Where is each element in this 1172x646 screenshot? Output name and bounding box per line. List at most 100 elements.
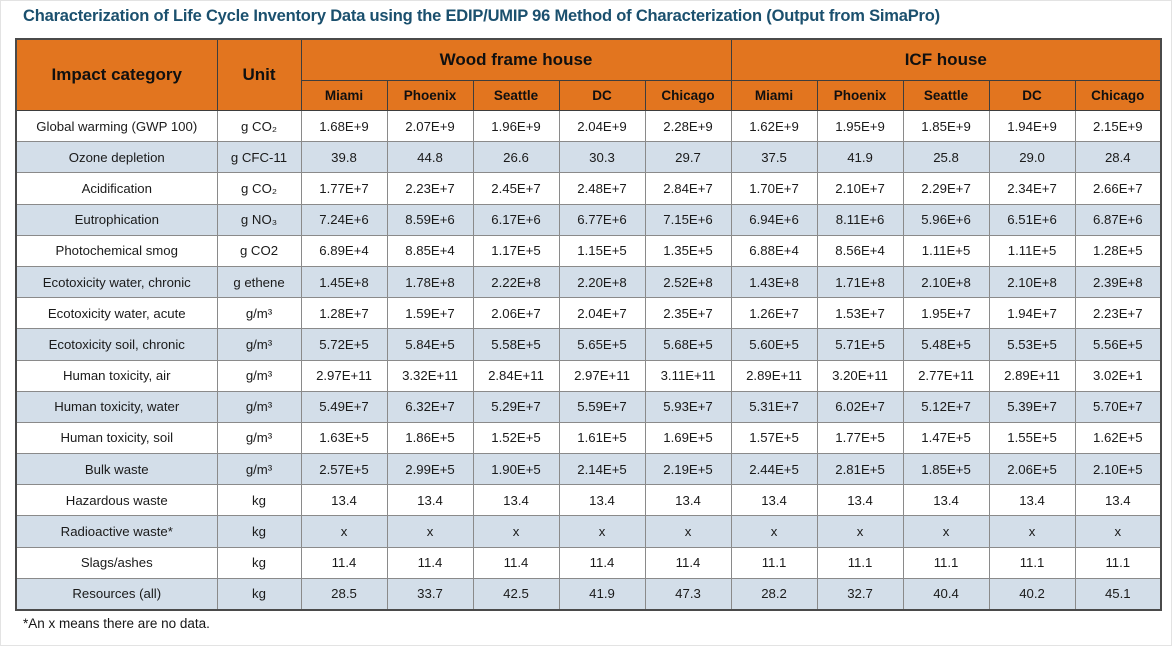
unit-cell: g/m³ xyxy=(216,297,302,330)
value-cell-wood: 5.29E+7 xyxy=(472,390,560,423)
value-cell-icf: 1.85E+9 xyxy=(902,109,990,143)
value-cell-wood: 2.07E+9 xyxy=(386,109,474,143)
value-cell-icf: 2.89E+11 xyxy=(988,359,1076,392)
impact-category-cell: Eutrophication xyxy=(15,203,218,236)
impact-category-cell: Global warming (GWP 100) xyxy=(15,109,218,143)
value-cell-icf: 5.56E+5 xyxy=(1074,328,1162,361)
value-cell-wood: 1.90E+5 xyxy=(472,453,560,486)
unit-cell: g/m³ xyxy=(216,421,302,455)
table-row: Ozone depletion g CFC-11 39.8 44.8 26.6 30.3 2… xyxy=(15,141,1162,174)
value-cell-wood: 30.3 xyxy=(558,141,646,174)
impact-category-cell: Ecotoxicity water, chronic xyxy=(15,265,218,299)
unit-cell: g CO2 xyxy=(216,234,302,267)
unit-cell: g CO₂ xyxy=(216,109,302,143)
value-cell-icf: 13.4 xyxy=(816,484,904,517)
value-cell-icf: 2.29E+7 xyxy=(902,172,990,205)
value-cell-icf: 2.89E+11 xyxy=(730,359,818,392)
value-cell-icf: 1.94E+9 xyxy=(988,109,1076,143)
value-cell-wood: 1.35E+5 xyxy=(644,234,732,267)
city-header-wood-phoenix: Phoenix xyxy=(386,80,474,111)
value-cell-wood: 8.85E+4 xyxy=(386,234,474,267)
value-cell-icf: 13.4 xyxy=(988,484,1076,517)
value-cell-wood: 5.93E+7 xyxy=(644,390,732,423)
value-cell-wood: 11.4 xyxy=(558,546,646,579)
table-row: Ecotoxicity water, chronic g ethene 1.45E+… xyxy=(15,265,1162,299)
value-cell-wood: 5.58E+5 xyxy=(472,328,560,361)
city-header-icf-seattle: Seattle xyxy=(902,80,990,111)
value-cell-wood: 39.8 xyxy=(300,141,388,174)
impact-category-cell: Human toxicity, air xyxy=(15,359,218,392)
value-cell-wood: 2.48E+7 xyxy=(558,172,646,205)
value-cell-wood: 26.6 xyxy=(472,141,560,174)
footnote: *An x means there are no data. xyxy=(23,616,210,631)
value-cell-wood: 1.86E+5 xyxy=(386,421,474,455)
value-cell-wood: 44.8 xyxy=(386,141,474,174)
value-cell-icf: 1.11E+5 xyxy=(988,234,1076,267)
value-cell-icf: 5.53E+5 xyxy=(988,328,1076,361)
value-cell-icf: 40.4 xyxy=(902,577,990,611)
value-cell-icf: 3.20E+11 xyxy=(816,359,904,392)
group-header-wood-frame-house: Wood frame house xyxy=(300,38,732,81)
value-cell-wood: 2.28E+9 xyxy=(644,109,732,143)
city-header-wood-chicago: Chicago xyxy=(644,80,732,111)
impact-category-cell: Resources (all) xyxy=(15,577,218,611)
value-cell-wood: 5.84E+5 xyxy=(386,328,474,361)
city-header-icf-miami: Miami xyxy=(730,80,818,111)
value-cell-wood: 5.68E+5 xyxy=(644,328,732,361)
unit-cell: g/m³ xyxy=(216,328,302,361)
value-cell-icf: 8.56E+4 xyxy=(816,234,904,267)
city-header-icf-dc: DC xyxy=(988,80,1076,111)
value-cell-icf: x xyxy=(988,515,1076,548)
value-cell-icf: 45.1 xyxy=(1074,577,1162,611)
value-cell-icf: 13.4 xyxy=(902,484,990,517)
value-cell-wood: 3.11E+11 xyxy=(644,359,732,392)
impact-category-cell: Human toxicity, water xyxy=(15,390,218,423)
value-cell-wood: 1.28E+7 xyxy=(300,297,388,330)
value-cell-wood: 2.45E+7 xyxy=(472,172,560,205)
table-row: Hazardous waste kg 13.4 13.4 13.4 13.4 13.4 13.… xyxy=(15,484,1162,517)
value-cell-icf: 40.2 xyxy=(988,577,1076,611)
value-cell-icf: x xyxy=(902,515,990,548)
table-row: Human toxicity, soil g/m³ 1.63E+5 1.86E+5 1.… xyxy=(15,421,1162,455)
value-cell-wood: 11.4 xyxy=(386,546,474,579)
city-header-row: Miami Phoenix Seattle DC Chicago Miami Phoenix… xyxy=(16,80,1162,111)
unit-cell: g CFC-11 xyxy=(216,141,302,174)
value-cell-icf: 1.77E+5 xyxy=(816,421,904,455)
value-cell-icf: 2.81E+5 xyxy=(816,453,904,486)
value-cell-wood: x xyxy=(558,515,646,548)
value-cell-wood: 1.77E+7 xyxy=(300,172,388,205)
city-header-icf-chicago: Chicago xyxy=(1074,80,1162,111)
value-cell-icf: 1.57E+5 xyxy=(730,421,818,455)
value-cell-icf: 2.23E+7 xyxy=(1074,297,1162,330)
value-cell-icf: 6.87E+6 xyxy=(1074,203,1162,236)
value-cell-wood: 1.59E+7 xyxy=(386,297,474,330)
value-cell-wood: 11.4 xyxy=(644,546,732,579)
table-row: Global warming (GWP 100) g CO₂ 1.68E+9 2.07… xyxy=(15,109,1162,143)
unit-cell: kg xyxy=(216,484,302,517)
impact-category-cell: Acidification xyxy=(15,172,218,205)
value-cell-wood: 2.14E+5 xyxy=(558,453,646,486)
city-header-wood-seattle: Seattle xyxy=(472,80,560,111)
value-cell-icf: 37.5 xyxy=(730,141,818,174)
value-cell-wood: 47.3 xyxy=(644,577,732,611)
value-cell-icf: 6.94E+6 xyxy=(730,203,818,236)
value-cell-icf: 5.12E+7 xyxy=(902,390,990,423)
value-cell-wood: 1.17E+5 xyxy=(472,234,560,267)
value-cell-wood: 11.4 xyxy=(300,546,388,579)
value-cell-icf: 28.2 xyxy=(730,577,818,611)
impact-category-cell: Photochemical smog xyxy=(15,234,218,267)
impact-category-cell: Ecotoxicity water, acute xyxy=(15,297,218,330)
value-cell-icf: 8.11E+6 xyxy=(816,203,904,236)
value-cell-icf: 29.0 xyxy=(988,141,1076,174)
value-cell-icf: 2.15E+9 xyxy=(1074,109,1162,143)
value-cell-icf: 2.39E+8 xyxy=(1074,265,1162,299)
value-cell-wood: 13.4 xyxy=(558,484,646,517)
unit-cell: kg xyxy=(216,546,302,579)
value-cell-wood: 2.97E+11 xyxy=(300,359,388,392)
value-cell-wood: 5.65E+5 xyxy=(558,328,646,361)
value-cell-icf: 5.70E+7 xyxy=(1074,390,1162,423)
value-cell-wood: 2.97E+11 xyxy=(558,359,646,392)
value-cell-wood: 28.5 xyxy=(300,577,388,611)
table-row: Ecotoxicity water, acute g/m³ 1.28E+7 1.59E… xyxy=(15,297,1162,330)
value-cell-icf: 1.95E+7 xyxy=(902,297,990,330)
